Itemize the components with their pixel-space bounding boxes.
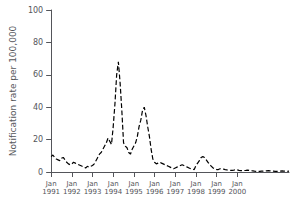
svg-text:Jan: Jan xyxy=(169,180,181,188)
svg-text:Jan: Jan xyxy=(107,180,119,188)
svg-text:Jan: Jan xyxy=(190,180,202,188)
svg-text:1991: 1991 xyxy=(42,188,60,196)
svg-text:Jan: Jan xyxy=(127,180,139,188)
svg-text:Jan: Jan xyxy=(65,180,77,188)
svg-text:1999: 1999 xyxy=(208,188,226,196)
svg-text:1997: 1997 xyxy=(166,188,184,196)
svg-text:1994: 1994 xyxy=(104,188,122,196)
svg-text:1993: 1993 xyxy=(84,188,102,196)
svg-text:40: 40 xyxy=(33,103,43,112)
svg-text:Notification rate per 100,000: Notification rate per 100,000 xyxy=(8,25,18,156)
svg-text:100: 100 xyxy=(28,6,43,15)
svg-text:0: 0 xyxy=(38,168,43,177)
svg-text:1992: 1992 xyxy=(63,188,81,196)
svg-text:Jan: Jan xyxy=(45,180,57,188)
svg-text:1995: 1995 xyxy=(125,188,143,196)
svg-text:20: 20 xyxy=(33,135,43,144)
svg-text:Jan: Jan xyxy=(231,180,243,188)
svg-text:60: 60 xyxy=(33,70,43,79)
svg-text:Jan: Jan xyxy=(210,180,222,188)
svg-text:Jan: Jan xyxy=(148,180,160,188)
svg-text:1998: 1998 xyxy=(187,188,205,196)
svg-text:1996: 1996 xyxy=(146,188,164,196)
svg-text:2000: 2000 xyxy=(228,188,246,196)
svg-text:Jan: Jan xyxy=(86,180,98,188)
svg-text:80: 80 xyxy=(33,38,43,47)
